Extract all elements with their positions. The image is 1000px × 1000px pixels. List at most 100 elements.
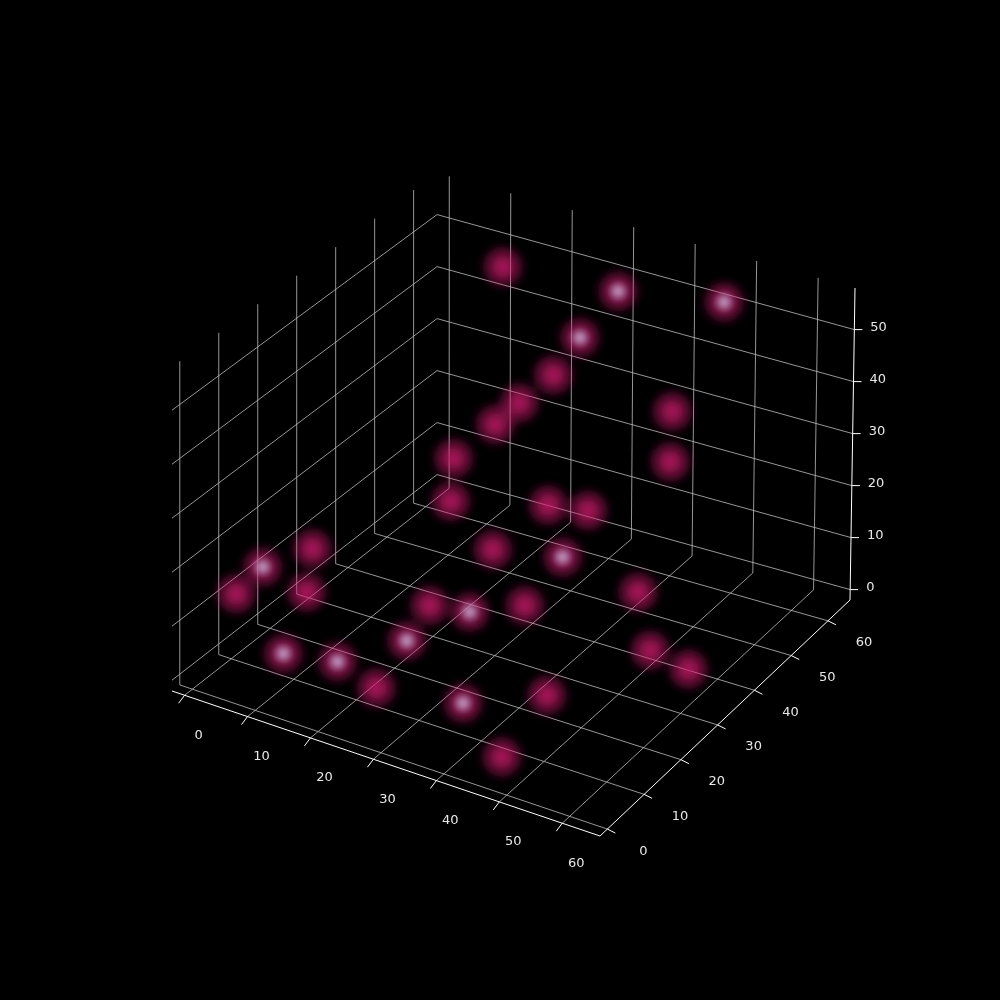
z-axis-line xyxy=(850,288,855,600)
point xyxy=(646,438,694,486)
point xyxy=(439,679,487,727)
z-tick xyxy=(851,537,859,538)
y-tick xyxy=(718,725,726,729)
x-tick-label: 0 xyxy=(194,727,202,742)
grid-line-z xyxy=(172,423,437,627)
point xyxy=(327,652,347,672)
z-tick xyxy=(854,329,862,330)
y-tick xyxy=(828,621,836,625)
point xyxy=(478,733,526,781)
x-tick-label: 10 xyxy=(253,748,270,763)
y-tick xyxy=(607,829,615,833)
z-tick xyxy=(854,381,862,382)
grid-line-z xyxy=(172,267,437,465)
y-tick xyxy=(644,794,652,798)
y-tick-label: 40 xyxy=(782,704,799,719)
grid-line-y xyxy=(375,533,792,655)
y-tick-label: 10 xyxy=(672,808,689,823)
y-tick-label: 30 xyxy=(745,738,762,753)
point xyxy=(471,400,519,448)
x-tick-label: 60 xyxy=(568,855,585,870)
x-tick xyxy=(242,717,248,725)
point xyxy=(259,630,307,678)
point xyxy=(564,486,612,534)
point xyxy=(239,543,287,591)
z-tick-label: 40 xyxy=(870,371,887,386)
point xyxy=(553,547,573,567)
grid xyxy=(172,176,854,829)
grid-line-z xyxy=(172,319,437,519)
point xyxy=(453,693,473,713)
y-tick xyxy=(754,690,762,694)
grid-line-y xyxy=(335,247,336,564)
z-tick xyxy=(853,433,861,434)
y-tick xyxy=(791,656,799,660)
axes: 0 10 20 30 40 50 60 0 10 20 30 40 50 60 0 10 20 30 40 50 xyxy=(172,288,887,870)
y-tick xyxy=(681,760,689,764)
point xyxy=(288,525,336,573)
point xyxy=(523,671,571,719)
point xyxy=(352,664,400,712)
point xyxy=(648,387,696,435)
point xyxy=(594,267,642,315)
point xyxy=(539,533,587,581)
point xyxy=(700,278,748,326)
x-tick-label: 30 xyxy=(379,791,396,806)
x-tick xyxy=(556,823,562,831)
y-axis-line xyxy=(600,600,850,836)
point xyxy=(430,434,478,482)
grid-line-x xyxy=(509,193,511,505)
z-tick-label: 20 xyxy=(868,475,885,490)
grid-line-x xyxy=(436,556,692,781)
point xyxy=(469,526,517,574)
y-tick-label: 0 xyxy=(639,843,647,858)
x-tick-label: 40 xyxy=(442,812,459,827)
point xyxy=(460,602,480,622)
plot-area xyxy=(212,243,748,781)
x-tick-label: 50 xyxy=(505,833,522,848)
x-tick-label: 20 xyxy=(316,769,333,784)
series-0 xyxy=(212,243,748,781)
y-tick-label: 20 xyxy=(709,773,726,788)
point xyxy=(253,557,273,577)
point xyxy=(664,645,712,693)
z-tick-label: 10 xyxy=(867,527,884,542)
point xyxy=(273,644,293,664)
grid-line-y xyxy=(374,219,375,534)
x-tick xyxy=(430,781,436,789)
grid-line-x xyxy=(310,522,570,738)
point xyxy=(383,617,431,665)
z-tick-label: 50 xyxy=(870,319,887,334)
x-tick xyxy=(493,802,499,810)
grid-line-y xyxy=(258,624,681,759)
z-tick xyxy=(852,485,860,486)
grid-line-z xyxy=(172,215,437,411)
series-1 xyxy=(253,281,734,713)
grid-line-z xyxy=(437,371,852,486)
grid-line-z xyxy=(437,215,854,330)
grid-line-x xyxy=(185,488,450,695)
point xyxy=(608,281,628,301)
x-tick xyxy=(179,695,185,703)
z-tick-label: 30 xyxy=(869,423,886,438)
point xyxy=(501,581,549,629)
point xyxy=(570,328,590,348)
y-tick-label: 60 xyxy=(856,634,873,649)
chart: 0 10 20 30 40 50 60 0 10 20 30 40 50 60 0 10 20 30 40 50 xyxy=(0,0,1000,1000)
x-tick xyxy=(367,759,373,767)
grid-line-z xyxy=(172,475,437,681)
point xyxy=(427,477,475,525)
grid-line-y xyxy=(179,361,180,685)
z-tick xyxy=(850,589,858,590)
point xyxy=(397,631,417,651)
grid-line-z xyxy=(172,371,437,573)
grid-line-x xyxy=(753,261,757,573)
grid-line-x xyxy=(373,539,631,759)
point xyxy=(614,568,662,616)
y-tick-label: 50 xyxy=(819,669,836,684)
z-tick-label: 0 xyxy=(866,579,874,594)
point xyxy=(714,292,734,312)
point xyxy=(479,243,527,291)
point xyxy=(446,588,494,636)
grid-line-y xyxy=(413,190,414,503)
